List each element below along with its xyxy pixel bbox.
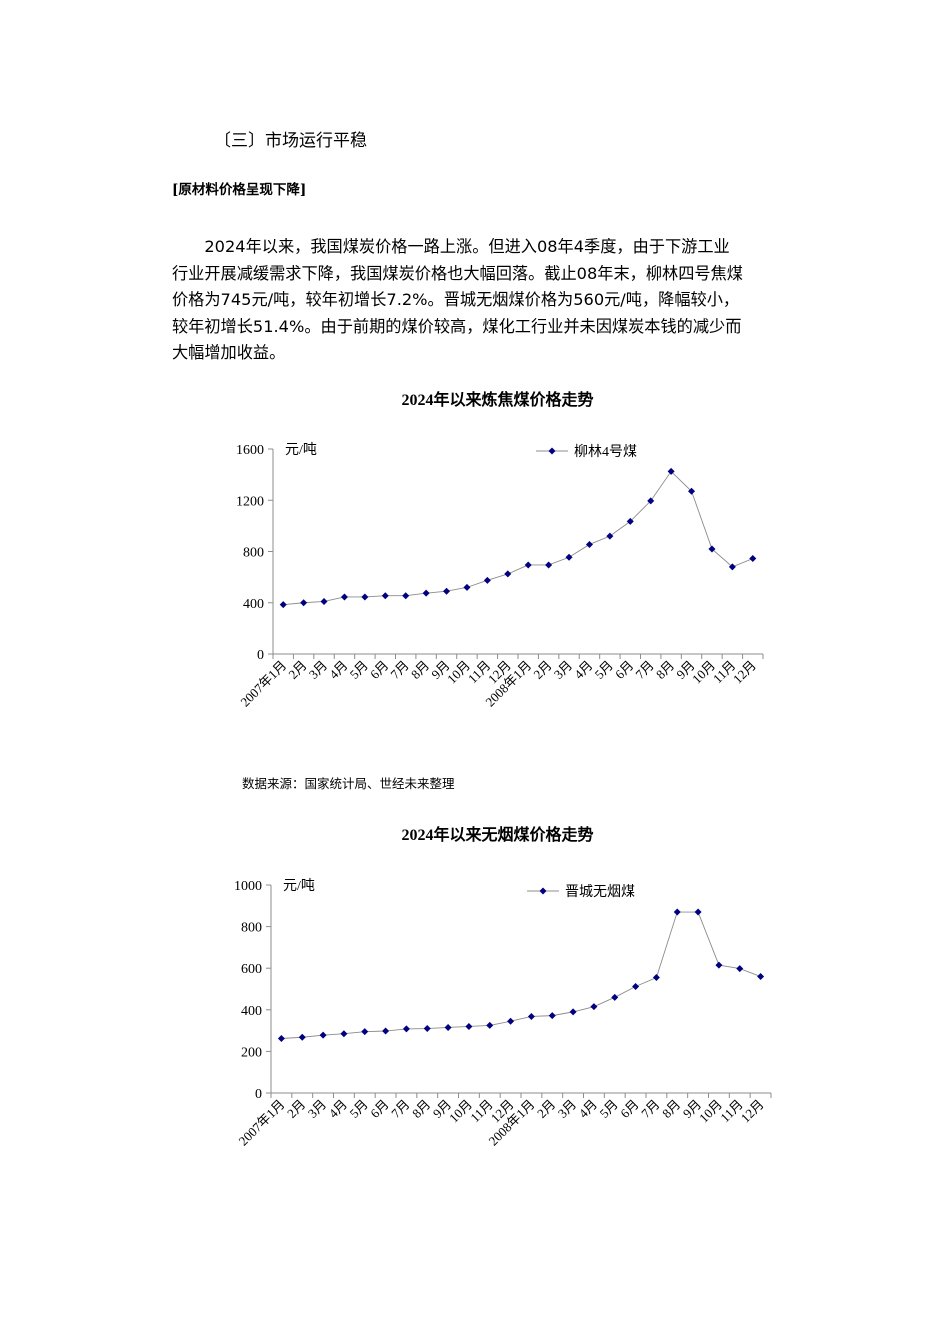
subheading: [原材料价格呈现下降] [172,182,307,198]
data-point [402,1025,410,1033]
data-point [361,593,369,601]
data-point [340,1030,348,1038]
data-point [545,561,553,569]
data-point [504,570,512,578]
data-point [626,517,634,525]
data-point [443,587,451,595]
chart-title-coking: 2024年以来炼焦煤价格走势 [401,392,594,409]
source-note: 数据来源：国家统计局、世经未来整理 [242,776,455,791]
series-line [281,911,761,1039]
data-point [585,540,593,548]
data-point [361,1028,369,1036]
data-point [736,965,744,973]
data-point [673,908,681,916]
data-point [402,592,410,600]
data-point [652,974,660,982]
data-point [422,589,430,597]
x-tick-label: 6月 [367,1097,391,1121]
data-point [483,576,491,584]
data-point [590,1003,598,1011]
paragraph-line: 较年初增长51.4%。由于前期的煤价较高，煤化工行业并未因煤炭本钱的减少而 [172,316,742,336]
data-point [667,467,675,475]
y-tick-label: 400 [241,1004,262,1019]
data-point [757,973,765,981]
y-tick-label: 600 [241,962,262,977]
chart-title-anthracite: 2024年以来无烟煤价格走势 [401,827,594,844]
y-tick-label: 400 [243,597,264,612]
x-tick-label: 12月 [738,1097,767,1126]
data-point [728,563,736,571]
data-point [694,908,702,916]
legend-label: 柳林4号煤 [574,443,637,460]
data-point [606,532,614,540]
data-point [715,961,723,969]
data-point [548,1012,556,1020]
data-point [507,1017,515,1025]
body-paragraph: 2024年以来，我国煤炭价格一路上涨。但进入08年4季度，由于下游工业 行业开展… [172,234,862,367]
x-tick-label: 5月 [346,1097,370,1121]
data-point [527,1012,535,1020]
data-point [298,1033,306,1041]
x-tick-label: 7月 [638,1097,662,1121]
data-point [611,993,619,1001]
y-tick-label: 800 [243,546,264,561]
data-point [524,561,532,569]
y-axis-unit-label: 元/吨 [283,878,315,894]
data-point [463,583,471,591]
x-tick-label: 7月 [388,1097,412,1121]
paragraph-line: 价格为745元/吨，较年初增长7.2%。晋城无烟煤价格为560元/吨，降幅较小， [172,290,740,309]
data-point [647,497,655,505]
data-point [279,601,287,609]
legend-label: 晋城无烟煤 [565,884,635,900]
data-point [444,1023,452,1031]
data-point [569,1008,577,1016]
data-point [486,1021,494,1029]
data-point [632,983,640,991]
data-point [465,1022,473,1030]
data-point [277,1035,285,1043]
paragraph-line: 2024年以来，我国煤炭价格一路上涨。但进入08年4季度，由于下游工业 [172,237,730,256]
data-point [340,593,348,601]
data-point [708,545,716,553]
y-tick-label: 800 [241,921,262,936]
x-tick-label: 8月 [659,1097,683,1121]
x-tick-label: 8月 [409,1097,433,1121]
legend-marker [539,887,547,895]
paragraph-line: 大幅增加收益。 [172,343,286,362]
x-tick-label: 2007年1月 [237,658,289,710]
data-point [749,555,757,563]
x-tick-label: 2007年1月 [236,1097,288,1149]
x-tick-label: 4月 [576,1097,600,1121]
y-tick-label: 200 [241,1045,262,1060]
data-point [320,597,328,605]
data-point [688,487,696,495]
y-tick-label: 0 [257,648,264,663]
x-tick-label: 3月 [555,1097,579,1121]
y-tick-label: 1600 [236,443,264,458]
data-point [565,553,573,561]
data-point [319,1031,327,1039]
paragraph-line: 行业开展减缓需求下降，我国煤炭价格也大幅回落。截止08年末，柳林四号焦煤 [172,263,743,283]
data-point [381,592,389,600]
legend-marker [548,447,556,455]
x-tick-label: 4月 [326,1097,350,1121]
data-point [423,1025,431,1033]
data-point [382,1027,390,1035]
section-title: 〔三〕市场运行平稳 [214,131,367,151]
x-tick-label: 2月 [284,1097,308,1121]
y-tick-label: 1200 [236,494,264,509]
x-tick-label: 12月 [730,658,759,687]
x-tick-label: 5月 [596,1097,620,1121]
x-tick-label: 6月 [617,1097,641,1121]
data-point [300,599,308,607]
series-line [283,470,753,606]
x-tick-label: 3月 [305,1097,329,1121]
y-tick-label: 1000 [234,879,262,894]
x-tick-label: 2月 [534,1097,558,1121]
y-tick-label: 0 [255,1087,262,1102]
y-axis-unit-label: 元/吨 [285,442,317,458]
